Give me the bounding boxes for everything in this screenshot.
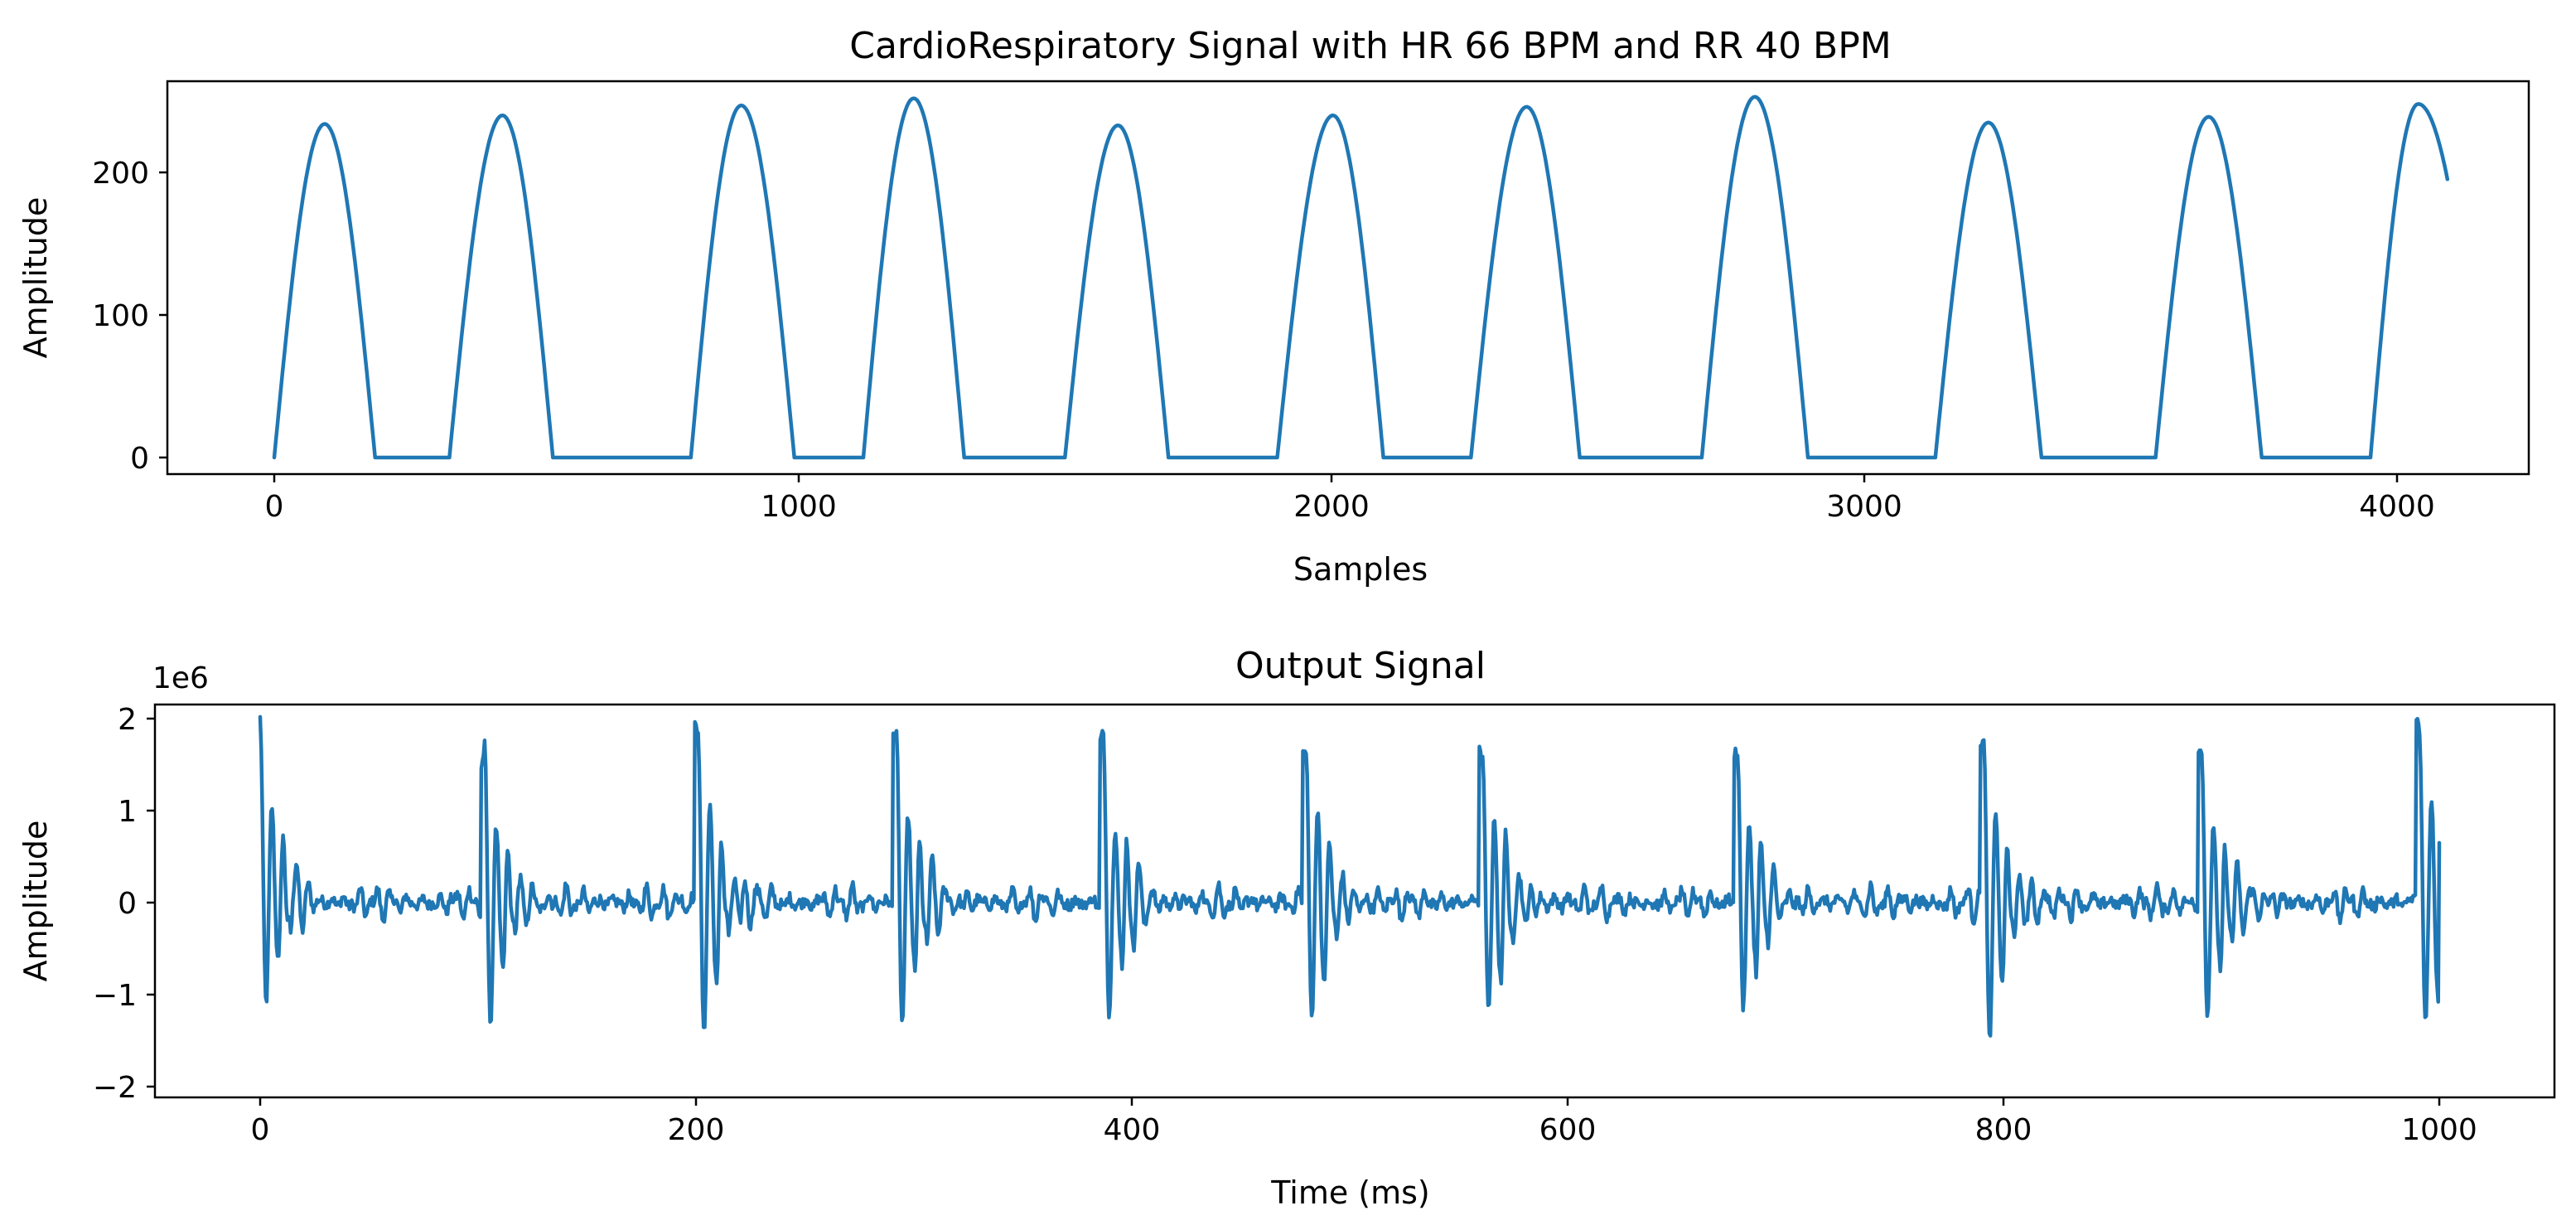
subplot-output: Output Signal 1e6 0 200 400 600 800 1000 <box>17 645 2556 1211</box>
offset-label: 1e6 <box>152 661 209 695</box>
ytick-2-bottom: 2 <box>118 703 155 737</box>
xtick-800-bottom: 800 <box>1975 1097 2032 1147</box>
ytick-label: −1 <box>93 979 137 1013</box>
ytick-0-bottom: 0 <box>118 887 155 921</box>
ytick-neg1-bottom: −1 <box>93 979 155 1013</box>
xtick-label: 1000 <box>2401 1113 2477 1147</box>
xtick-label: 400 <box>1104 1113 1161 1147</box>
xtick-400-bottom: 400 <box>1104 1097 1161 1147</box>
ytick-100-top: 100 <box>92 299 167 333</box>
x-axis-label-top: Samples <box>1293 551 1428 588</box>
xtick-1000-bottom: 1000 <box>2401 1097 2477 1147</box>
ytick-label: 0 <box>118 887 137 921</box>
xtick-label: 4000 <box>2359 490 2435 524</box>
xtick-label: 3000 <box>1826 490 1902 524</box>
ytick-neg2-bottom: −2 <box>93 1071 155 1105</box>
x-axis-label-bottom: Time (ms) <box>1270 1174 1430 1211</box>
xtick-3000-top: 3000 <box>1826 474 1902 524</box>
chart-title-top: CardioRespiratory Signal with HR 66 BPM … <box>849 25 1891 67</box>
ytick-200-top: 200 <box>92 157 167 191</box>
ytick-label: 0 <box>130 442 149 476</box>
xtick-label: 600 <box>1539 1113 1597 1147</box>
chart-title-bottom: Output Signal <box>1235 645 1486 687</box>
ytick-0-top: 0 <box>130 442 167 476</box>
xtick-label: 0 <box>265 490 284 524</box>
xtick-label: 1000 <box>761 490 837 524</box>
xtick-4000-top: 4000 <box>2359 474 2435 524</box>
y-axis-label-top: Amplitude <box>17 197 54 359</box>
xtick-2000-top: 2000 <box>1293 474 1370 524</box>
xtick-label: 0 <box>251 1113 270 1147</box>
ytick-label: 1 <box>118 795 137 829</box>
data-series-cardiorespiratory <box>272 94 2450 460</box>
subplot-cardiorespiratory: CardioRespiratory Signal with HR 66 BPM … <box>17 25 2530 588</box>
axes-frame-top <box>166 80 2530 476</box>
ytick-label: 100 <box>92 299 149 333</box>
xtick-label: 200 <box>668 1113 725 1147</box>
ytick-label: −2 <box>93 1071 137 1105</box>
xtick-200-bottom: 200 <box>668 1097 725 1147</box>
xtick-0-top: 0 <box>265 474 284 524</box>
xtick-1000-top: 1000 <box>761 474 837 524</box>
xtick-600-bottom: 600 <box>1539 1097 1597 1147</box>
data-series-output <box>258 714 2442 1038</box>
xtick-0-bottom: 0 <box>251 1097 270 1147</box>
ytick-label: 200 <box>92 157 149 191</box>
xtick-label: 2000 <box>1293 490 1370 524</box>
ytick-label: 2 <box>118 703 137 737</box>
ytick-1-bottom: 1 <box>118 795 155 829</box>
y-axis-label-bottom: Amplitude <box>17 821 54 982</box>
xtick-label: 800 <box>1975 1113 2032 1147</box>
axes-frame-bottom <box>153 703 2556 1099</box>
